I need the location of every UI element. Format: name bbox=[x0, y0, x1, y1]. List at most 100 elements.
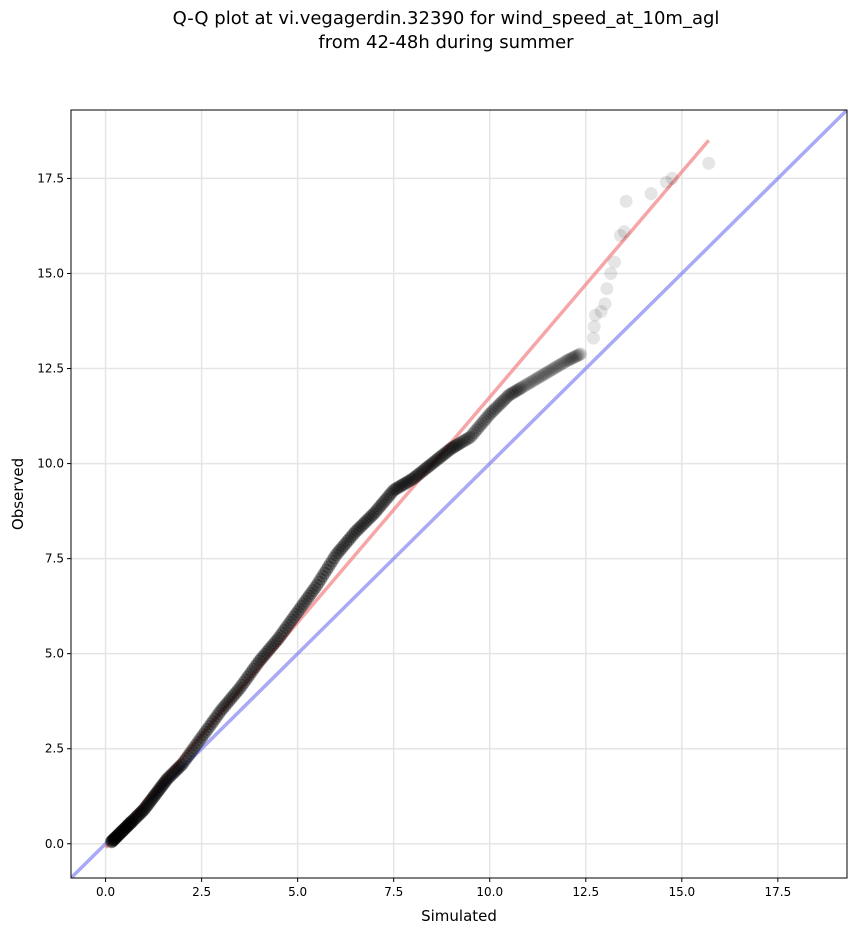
data-point bbox=[163, 769, 177, 783]
data-point bbox=[506, 386, 520, 400]
data-point bbox=[540, 365, 554, 379]
data-point bbox=[494, 396, 508, 410]
data-point bbox=[279, 621, 293, 635]
data-point bbox=[367, 506, 381, 520]
data-point bbox=[371, 501, 385, 515]
data-point bbox=[174, 758, 188, 772]
data-point bbox=[450, 438, 464, 452]
y-axis-label: Observed bbox=[9, 458, 27, 530]
data-point bbox=[108, 831, 122, 845]
data-point bbox=[548, 361, 562, 375]
y-tick-label: 15.0 bbox=[37, 266, 64, 280]
data-point bbox=[154, 780, 168, 794]
data-point bbox=[250, 657, 264, 671]
data-point bbox=[229, 685, 243, 699]
data-point bbox=[160, 772, 174, 786]
data-point bbox=[523, 376, 537, 390]
data-point bbox=[479, 412, 493, 426]
data-point bbox=[277, 623, 291, 637]
y-tick-label: 5.0 bbox=[45, 647, 64, 661]
data-point bbox=[107, 833, 121, 847]
data-point bbox=[111, 828, 125, 842]
data-point bbox=[296, 597, 310, 611]
data-point bbox=[554, 357, 568, 371]
data-point bbox=[569, 349, 583, 363]
data-point bbox=[212, 706, 226, 720]
data-point bbox=[473, 419, 487, 433]
data-point bbox=[542, 364, 556, 378]
data-point bbox=[533, 370, 547, 384]
data-point bbox=[544, 363, 558, 377]
data-point bbox=[316, 569, 330, 583]
data-point bbox=[189, 738, 203, 752]
data-point bbox=[550, 360, 564, 374]
data-point bbox=[586, 331, 600, 345]
data-point bbox=[467, 425, 481, 439]
data-point bbox=[475, 416, 489, 430]
data-point bbox=[107, 832, 121, 846]
data-point bbox=[444, 441, 458, 455]
data-point bbox=[335, 541, 349, 555]
data-point bbox=[110, 830, 124, 844]
data-point bbox=[364, 510, 378, 524]
y-tick-label: 12.5 bbox=[37, 362, 64, 376]
data-point bbox=[387, 483, 401, 497]
data-point bbox=[293, 602, 307, 616]
data-point bbox=[373, 499, 387, 513]
data-point bbox=[573, 347, 587, 361]
data-point bbox=[346, 527, 360, 541]
data-point bbox=[619, 194, 633, 208]
y-tick-label: 2.5 bbox=[45, 742, 64, 756]
data-point bbox=[598, 297, 612, 311]
data-point bbox=[120, 819, 134, 833]
data-point bbox=[289, 608, 303, 622]
data-point bbox=[458, 433, 472, 447]
data-point bbox=[379, 492, 393, 506]
data-point bbox=[369, 504, 383, 518]
data-point bbox=[504, 387, 518, 401]
data-point bbox=[130, 809, 144, 823]
data-point bbox=[425, 457, 439, 471]
data-point bbox=[165, 768, 179, 782]
data-point bbox=[268, 636, 282, 650]
data-point bbox=[358, 516, 372, 530]
data-point bbox=[146, 790, 160, 804]
data-point bbox=[145, 792, 159, 806]
data-point bbox=[412, 467, 426, 481]
data-point bbox=[214, 704, 228, 718]
data-point bbox=[106, 833, 120, 847]
data-point bbox=[131, 808, 145, 822]
data-point bbox=[487, 403, 501, 417]
data-point bbox=[112, 827, 126, 841]
data-point bbox=[119, 820, 133, 834]
x-axis-label: Simulated bbox=[421, 907, 497, 925]
data-point bbox=[220, 697, 234, 711]
data-point bbox=[429, 454, 443, 468]
data-point bbox=[702, 156, 716, 170]
data-point bbox=[333, 543, 347, 557]
data-point bbox=[402, 474, 416, 488]
data-point bbox=[423, 458, 437, 472]
data-point bbox=[172, 760, 186, 774]
data-point bbox=[465, 428, 479, 442]
data-point bbox=[204, 717, 218, 731]
data-point bbox=[337, 539, 351, 553]
data-point bbox=[348, 525, 362, 539]
data-point bbox=[256, 650, 270, 664]
data-point bbox=[419, 461, 433, 475]
y-tick-label: 10.0 bbox=[37, 457, 64, 471]
data-point bbox=[312, 575, 326, 589]
data-point bbox=[150, 786, 164, 800]
data-point bbox=[105, 834, 119, 848]
data-point bbox=[143, 795, 157, 809]
data-point bbox=[572, 348, 586, 362]
data-point bbox=[665, 171, 679, 185]
data-point bbox=[469, 423, 483, 437]
data-point bbox=[113, 826, 127, 840]
data-point bbox=[344, 530, 358, 544]
data-point bbox=[241, 670, 255, 684]
data-point bbox=[492, 398, 506, 412]
data-point bbox=[564, 352, 578, 366]
data-point bbox=[157, 777, 171, 791]
